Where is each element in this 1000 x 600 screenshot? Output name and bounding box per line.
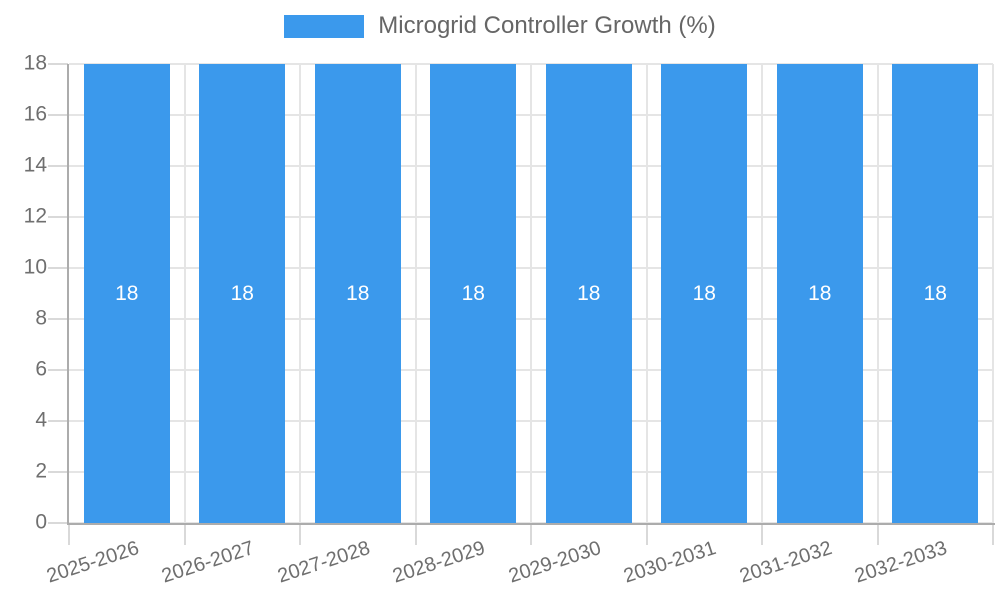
y-tick-mark bbox=[48, 318, 68, 320]
x-gridline bbox=[876, 64, 879, 523]
x-tick-mark bbox=[299, 525, 301, 545]
x-tick-mark bbox=[645, 525, 648, 545]
y-axis-tick-label: 14 bbox=[23, 153, 47, 177]
bar[interactable] bbox=[314, 64, 401, 523]
y-tick-mark bbox=[48, 216, 68, 218]
y-axis-line bbox=[67, 64, 69, 525]
y-axis-tick-label: 6 bbox=[35, 357, 47, 381]
bar[interactable] bbox=[661, 64, 748, 523]
bar-value-label: 18 bbox=[461, 281, 485, 305]
bar[interactable] bbox=[83, 64, 170, 523]
x-tick-mark bbox=[761, 525, 763, 545]
x-gridline bbox=[992, 64, 994, 523]
y-axis-tick-label: 10 bbox=[23, 255, 47, 279]
bar-value-label: 18 bbox=[923, 281, 947, 305]
bar-value-label: 18 bbox=[346, 281, 370, 305]
y-axis-tick-label: 18 bbox=[23, 51, 47, 75]
bar-value-label: 18 bbox=[808, 281, 832, 305]
legend[interactable]: Microgrid Controller Growth (%) bbox=[0, 12, 1000, 41]
bar[interactable] bbox=[199, 64, 286, 523]
x-gridline bbox=[299, 64, 301, 523]
y-axis-tick-label: 2 bbox=[35, 459, 47, 483]
bar-value-label: 18 bbox=[115, 281, 139, 305]
y-axis-tick-label: 0 bbox=[35, 510, 47, 534]
bar-value-label: 18 bbox=[692, 281, 716, 305]
y-tick-mark bbox=[48, 471, 68, 473]
bar-value-label: 18 bbox=[577, 281, 601, 305]
x-tick-mark bbox=[183, 525, 186, 545]
y-axis-tick-label: 12 bbox=[23, 204, 47, 228]
x-gridline bbox=[183, 64, 186, 523]
y-tick-mark bbox=[48, 369, 68, 371]
y-tick-mark bbox=[48, 420, 68, 422]
y-tick-mark bbox=[48, 522, 68, 524]
y-axis-tick-label: 8 bbox=[35, 306, 47, 330]
x-gridline bbox=[761, 64, 763, 523]
x-gridline bbox=[530, 64, 532, 523]
bar[interactable] bbox=[776, 64, 863, 523]
x-tick-mark bbox=[414, 525, 417, 545]
legend-label[interactable]: Microgrid Controller Growth (%) bbox=[378, 12, 716, 39]
legend-swatch[interactable] bbox=[284, 14, 365, 38]
y-axis-tick-label: 4 bbox=[35, 408, 47, 432]
x-tick-mark bbox=[530, 525, 532, 545]
x-axis-line bbox=[67, 523, 995, 525]
y-tick-mark bbox=[48, 114, 68, 116]
bar-value-label: 18 bbox=[230, 281, 254, 305]
y-tick-mark bbox=[48, 165, 68, 167]
y-axis-tick-label: 16 bbox=[23, 102, 47, 126]
bar[interactable] bbox=[545, 64, 632, 523]
x-gridline bbox=[414, 64, 417, 523]
x-gridline bbox=[645, 64, 648, 523]
x-tick-mark bbox=[876, 525, 879, 545]
x-tick-mark bbox=[68, 525, 70, 545]
x-tick-mark bbox=[992, 525, 994, 545]
bar[interactable] bbox=[892, 64, 979, 523]
y-tick-mark bbox=[48, 63, 68, 65]
y-tick-mark bbox=[48, 267, 68, 269]
bar[interactable] bbox=[430, 64, 517, 523]
